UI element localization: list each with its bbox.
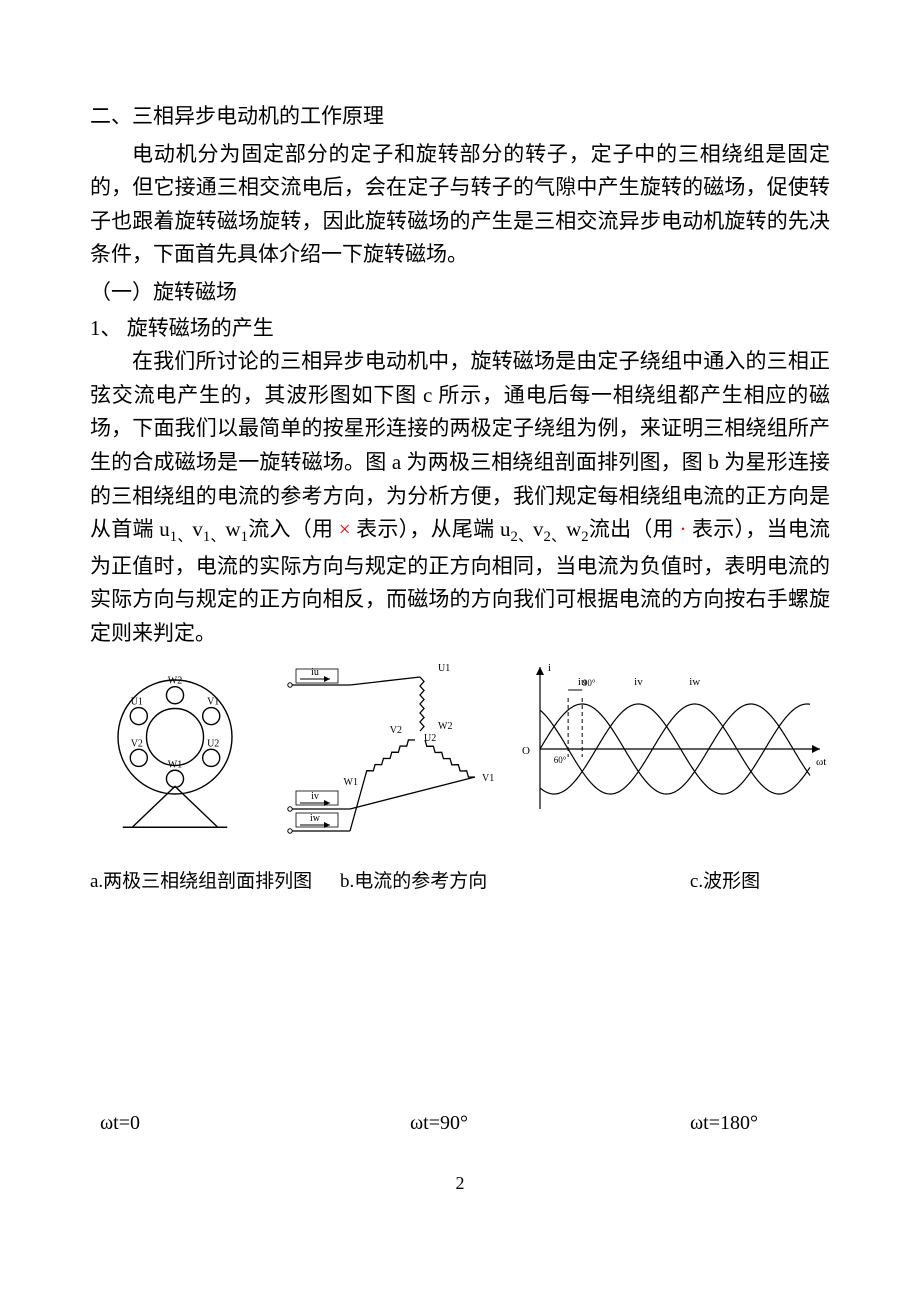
svg-text:iw: iw [689, 676, 700, 688]
omega-row: ωt=0 ωt=90° ωt=180° [90, 1107, 830, 1139]
svg-text:V2: V2 [390, 725, 402, 736]
figure-c: Oωti60°90°iuiviw [520, 659, 830, 860]
svg-text:iv: iv [311, 791, 319, 802]
p2a: 在我们所讨论的三相异步电动机中，旋转磁场是由定子绕组中通入的三相正弦交流电产生的… [90, 349, 830, 541]
svg-text:V2: V2 [131, 738, 143, 749]
p2f: v [533, 517, 544, 541]
caption-b: b.电流的参考方向 [340, 867, 620, 897]
svg-text:W2: W2 [438, 721, 452, 732]
svg-text:W2: W2 [168, 675, 182, 686]
caption-row-1: a.两极三相绕组剖面排列图 b.电流的参考方向 c.波形图 [90, 867, 830, 897]
figure-d2 [355, 906, 565, 1102]
svg-text:W1: W1 [168, 759, 182, 770]
svg-text:60°: 60° [554, 755, 567, 765]
omega-1: ωt=0 [90, 1107, 350, 1139]
svg-text:iu: iu [578, 676, 587, 688]
paragraph-1: 电动机分为固定部分的定子和旋转部分的转子，定子中的三相绕组是固定的，但它接通三相… [90, 138, 830, 272]
p2s3: 1 [241, 529, 248, 545]
p2s4: 2、 [510, 529, 533, 545]
page-number: 2 [90, 1169, 830, 1198]
svg-text:i: i [548, 662, 551, 674]
figure-b: U1U2V1V2W1W2iuiviw [270, 659, 510, 860]
figure-row-1: U1W2V1U2W1V2 U1U2V1V2W1W2iuiviw Oωti60°9… [90, 659, 830, 860]
figure-a: U1 W2 V1 U2 W1 V2 [90, 659, 260, 860]
p2s2: 1、 [203, 529, 226, 545]
svg-text:V1: V1 [207, 696, 219, 707]
p2s1: 1、 [170, 529, 193, 545]
svg-text:U2: U2 [207, 738, 219, 749]
subheading-1: （一）旋转磁场 [90, 276, 830, 310]
svg-text:U1: U1 [438, 663, 450, 674]
caption-c: c.波形图 [620, 867, 830, 897]
figure-d3 [640, 906, 830, 1102]
figure-d1 [90, 906, 280, 1102]
svg-text:V1: V1 [482, 773, 494, 784]
figure-row-2 [90, 906, 830, 1102]
omega-2: ωt=90° [350, 1107, 630, 1139]
p2h: 流出（用 [589, 517, 680, 541]
p2d: 流入（用 [248, 517, 339, 541]
p2e: 表示），从尾端 u [351, 517, 511, 541]
svg-text:W1: W1 [344, 777, 358, 788]
caption-a: a.两极三相绕组剖面排列图 [90, 867, 340, 897]
svg-text:iw: iw [310, 813, 321, 824]
p2b: v [192, 517, 203, 541]
p2g: w [566, 517, 581, 541]
p2c: w [225, 517, 240, 541]
section-heading: 二、三相异步电动机的工作原理 [90, 100, 830, 134]
p2s6: 2 [581, 529, 588, 545]
svg-text:O: O [522, 745, 530, 757]
red-cross-icon: × [339, 517, 351, 541]
paragraph-2: 在我们所讨论的三相异步电动机中，旋转磁场是由定子绕组中通入的三相正弦交流电产生的… [90, 345, 830, 650]
svg-text:iv: iv [634, 676, 643, 688]
svg-text:ωt: ωt [816, 756, 826, 768]
svg-text:U1: U1 [131, 696, 143, 707]
p2s5: 2、 [544, 529, 567, 545]
omega-3: ωt=180° [630, 1107, 830, 1139]
list-item-1: 1、 旋转磁场的产生 [90, 312, 830, 346]
